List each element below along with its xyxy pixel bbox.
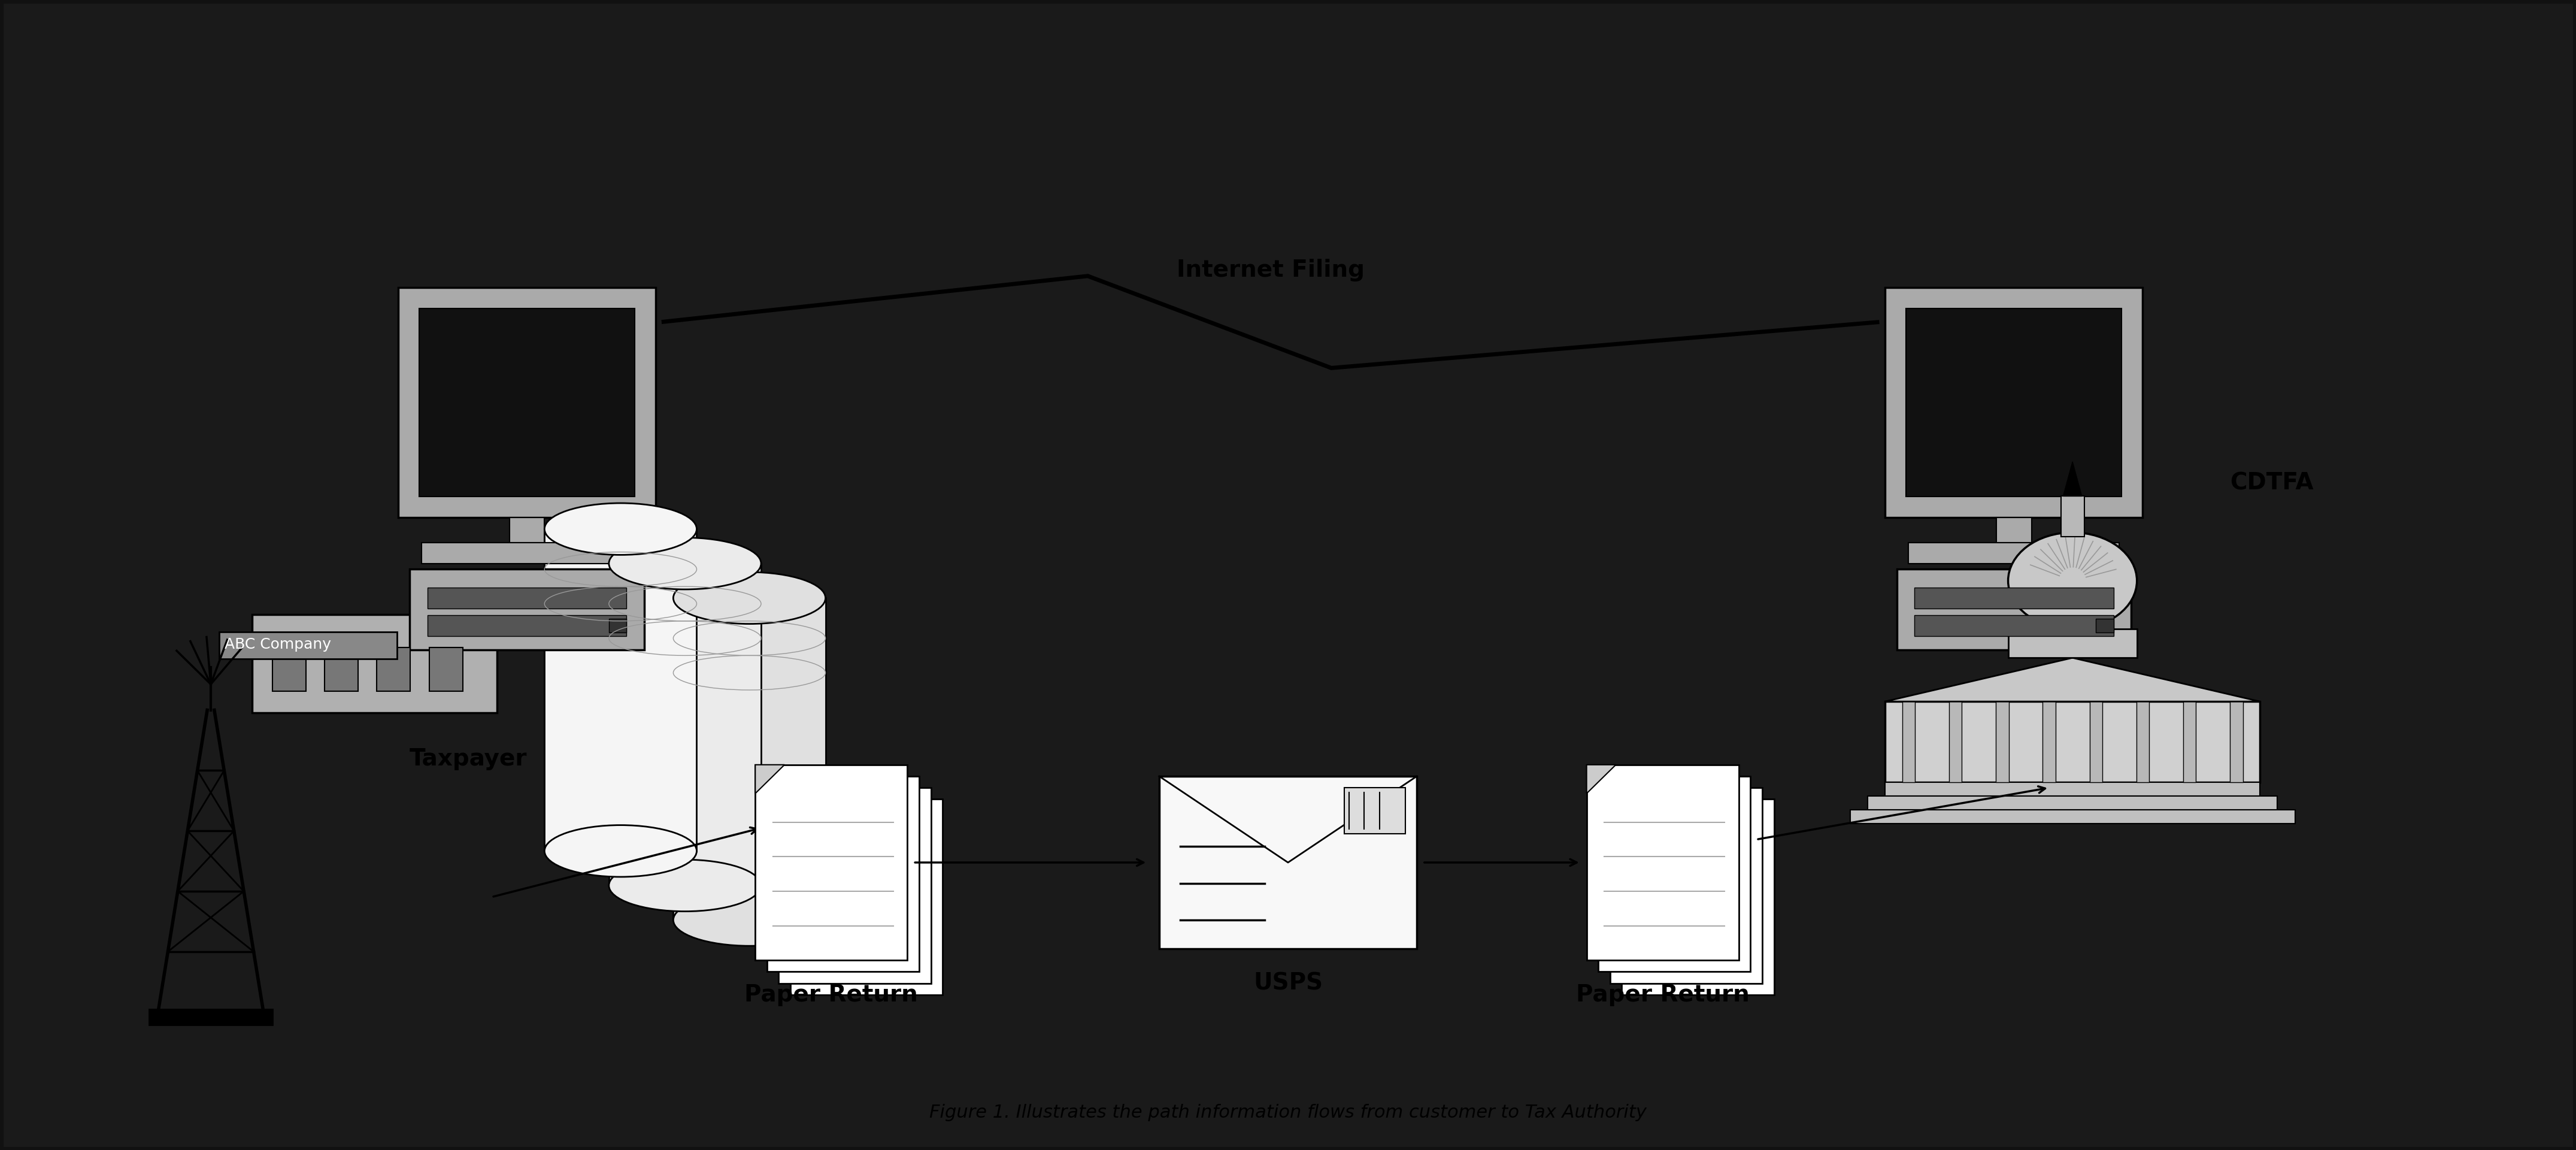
Bar — [768, 776, 920, 972]
Bar — [755, 765, 907, 960]
Ellipse shape — [608, 537, 760, 590]
Ellipse shape — [544, 826, 696, 876]
Bar — [2043, 702, 2056, 782]
Bar — [325, 647, 358, 691]
Bar — [430, 647, 464, 691]
Bar — [1868, 796, 2277, 810]
Bar — [2231, 702, 2244, 782]
Bar — [1896, 569, 2130, 650]
Ellipse shape — [672, 895, 824, 945]
Bar — [544, 529, 696, 851]
Bar — [1909, 543, 2120, 564]
Text: ABC Company: ABC Company — [224, 637, 332, 652]
Polygon shape — [1587, 765, 1615, 794]
Bar — [428, 588, 626, 608]
Text: Internet Filing: Internet Filing — [1177, 259, 1365, 282]
Bar — [1587, 765, 1739, 960]
Bar — [1901, 702, 1914, 782]
Bar — [1597, 776, 1752, 972]
Bar — [428, 615, 626, 636]
Polygon shape — [791, 799, 819, 828]
Text: Paper Return: Paper Return — [1577, 983, 1749, 1006]
Bar — [778, 788, 930, 983]
Polygon shape — [778, 788, 809, 816]
Bar — [1996, 518, 2032, 543]
Bar — [149, 1010, 273, 1025]
Bar — [252, 615, 497, 713]
Bar — [410, 569, 644, 650]
Ellipse shape — [2009, 532, 2138, 629]
Bar — [1914, 615, 2112, 636]
Bar — [2009, 629, 2138, 658]
Text: CDTFA: CDTFA — [2231, 472, 2313, 494]
Bar — [1345, 788, 1404, 834]
Bar — [1610, 788, 1762, 983]
Bar — [1886, 782, 2259, 796]
Bar — [399, 288, 657, 518]
Text: Figure 1. Illustrates the path information flows from customer to Tax Authority: Figure 1. Illustrates the path informati… — [930, 1104, 1646, 1121]
Bar — [2089, 702, 2102, 782]
Ellipse shape — [672, 573, 824, 624]
Bar — [1886, 288, 2143, 518]
Bar — [1886, 702, 2259, 782]
Bar — [608, 564, 760, 886]
Polygon shape — [1597, 776, 1628, 805]
Bar — [376, 647, 410, 691]
Polygon shape — [1610, 788, 1638, 816]
Polygon shape — [2063, 462, 2081, 497]
Text: Taxpayer: Taxpayer — [410, 748, 528, 771]
Bar — [2097, 619, 2112, 632]
Bar — [2061, 497, 2084, 536]
Bar — [791, 799, 943, 995]
Bar — [2136, 702, 2148, 782]
Bar — [1950, 702, 1963, 782]
Bar — [2182, 702, 2195, 782]
Bar — [672, 598, 824, 920]
Bar — [608, 619, 626, 632]
Text: USPS: USPS — [1255, 972, 1321, 995]
Bar — [510, 518, 544, 543]
Polygon shape — [755, 765, 786, 794]
Polygon shape — [1623, 799, 1651, 828]
Bar — [1996, 702, 2009, 782]
Bar — [1159, 776, 1417, 949]
Ellipse shape — [544, 503, 696, 554]
Bar — [1906, 308, 2123, 497]
Bar — [219, 631, 397, 659]
Polygon shape — [768, 776, 796, 805]
Bar — [1850, 810, 2295, 823]
Ellipse shape — [608, 860, 760, 911]
Bar — [420, 308, 634, 497]
Text: Paper Return: Paper Return — [744, 983, 917, 1006]
Bar — [1623, 799, 1775, 995]
Polygon shape — [1886, 658, 2259, 702]
Bar — [1914, 588, 2112, 608]
Bar — [273, 647, 307, 691]
Bar — [422, 543, 631, 564]
